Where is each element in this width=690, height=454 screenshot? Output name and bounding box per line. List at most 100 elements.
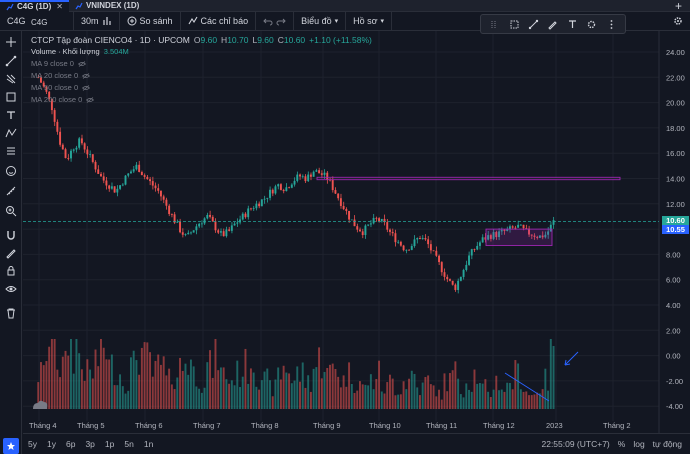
volume-bar — [244, 348, 247, 409]
log-toggle[interactable]: log — [633, 439, 645, 449]
text-icon[interactable] — [567, 19, 578, 30]
chart-type-button[interactable]: Biểu đồ ▾ — [294, 11, 347, 31]
volume-trend-line[interactable] — [504, 372, 550, 402]
eye-off-icon[interactable] — [82, 72, 91, 79]
x-tick-label: Tháng 10 — [369, 421, 401, 430]
add-tab-icon[interactable]: + — [674, 0, 682, 13]
arrow-annotation[interactable] — [564, 351, 579, 366]
indicators-button[interactable]: Các chỉ báo — [181, 11, 257, 31]
x-tick-label: Tháng 5 — [77, 421, 105, 430]
eye-off-icon[interactable] — [86, 96, 95, 103]
volume-indicator-row[interactable]: Volume · Khối lượng 3.504M — [31, 47, 129, 56]
volume-bar — [462, 397, 465, 409]
magnet-icon[interactable] — [5, 229, 17, 241]
profile-button[interactable]: Hồ sơ ▾ — [346, 11, 393, 31]
range-6m[interactable]: 6p — [65, 439, 76, 449]
volume-bar — [440, 399, 443, 409]
clock[interactable]: 22:55:09 (UTC+7) — [541, 439, 610, 449]
range-5d[interactable]: 5n — [124, 439, 134, 449]
candle-body — [397, 241, 400, 243]
measure-icon[interactable] — [5, 145, 17, 157]
volume-bar — [260, 380, 263, 409]
bottom-right-controls: 22:55:09 (UTC+7) % log tự động — [541, 439, 690, 449]
ma-row-200[interactable]: MA 200 close 0 — [31, 95, 95, 104]
rectangle-icon[interactable] — [5, 91, 17, 103]
candle-body — [498, 231, 500, 238]
arrow-head — [564, 359, 571, 366]
trend-line-icon[interactable] — [5, 55, 17, 67]
zoom-in-icon[interactable] — [5, 205, 17, 217]
range-1y[interactable]: 1y — [46, 439, 56, 449]
eye-off-icon[interactable] — [77, 60, 86, 67]
eye-icon[interactable] — [5, 283, 17, 295]
candle-body — [495, 232, 498, 238]
resistance-line[interactable] — [316, 176, 621, 181]
gear-icon[interactable] — [673, 16, 683, 26]
brush-icon[interactable] — [547, 19, 558, 30]
ma-row-50[interactable]: MA 50 close 0 — [31, 83, 91, 92]
candle-body — [61, 144, 64, 150]
percent-toggle[interactable]: % — [617, 439, 626, 449]
range-5y[interactable]: 5y — [28, 439, 37, 449]
drag-handle-icon[interactable] — [489, 19, 500, 30]
chart-canvas[interactable]: 24.0022.0020.0018.0016.0014.0012.0010.00… — [23, 31, 689, 433]
candle-body — [86, 149, 89, 155]
candle-body — [383, 218, 386, 223]
emoji-icon[interactable] — [5, 165, 17, 177]
x-tick-label: Tháng 6 — [135, 421, 163, 430]
close-icon[interactable]: ✕ — [56, 2, 63, 11]
pattern-icon[interactable] — [5, 127, 17, 139]
legend-title[interactable]: CTCP Tập đoàn CIENCO4 · 1D · UPCOM — [31, 35, 190, 45]
candle-body — [361, 231, 364, 236]
candle-body — [119, 185, 122, 189]
undo-button[interactable] — [256, 11, 295, 31]
candle-body — [132, 169, 135, 172]
gear-icon[interactable] — [586, 19, 597, 30]
cloud-icon[interactable] — [33, 400, 48, 409]
candle-body — [135, 164, 138, 170]
volume-bar — [350, 383, 353, 409]
text-icon[interactable] — [5, 109, 17, 121]
tab-vnindex[interactable]: VNINDEX (1D) — [69, 0, 145, 12]
pencil-lock-icon[interactable] — [5, 247, 17, 259]
y-tick-label: 24.00 — [666, 48, 685, 57]
volume-bar — [353, 393, 356, 409]
ma-label: MA 50 close 0 — [31, 83, 79, 92]
candle-body — [233, 223, 236, 226]
chart-type-label: Biểu đồ — [301, 16, 332, 26]
ruler-icon[interactable] — [5, 185, 17, 197]
volume-bar — [225, 379, 228, 409]
candle-body — [519, 224, 522, 226]
volume-bar — [40, 362, 42, 409]
volume-bar — [454, 361, 457, 409]
pitchfork-icon[interactable] — [5, 73, 17, 85]
compare-button[interactable]: So sánh — [120, 11, 181, 31]
range-3m[interactable]: 3p — [85, 439, 95, 449]
lock-icon[interactable] — [5, 265, 17, 277]
select-box-icon[interactable] — [509, 19, 520, 30]
ma-row-20[interactable]: MA 20 close 0 — [31, 71, 91, 80]
candle-body — [168, 205, 171, 215]
tab-c4g[interactable]: C4G (1D) ✕ — [0, 0, 69, 12]
crosshair-icon[interactable] — [5, 36, 17, 48]
symbol-search-button[interactable]: C4G — [0, 11, 74, 31]
x-tick-label: Tháng 2 — [603, 421, 631, 430]
range-1m[interactable]: 1p — [104, 439, 115, 449]
auto-toggle[interactable]: tự động — [652, 439, 682, 449]
volume-bar — [356, 390, 359, 409]
trash-icon[interactable] — [5, 307, 17, 319]
redo-icon[interactable] — [276, 16, 286, 26]
object-tree-button[interactable] — [3, 438, 19, 454]
candle-body — [296, 174, 299, 181]
volume-bar — [348, 362, 351, 409]
candle-body — [318, 170, 321, 174]
trend-line-icon[interactable] — [528, 19, 539, 30]
candle-body — [72, 149, 75, 151]
range-1d[interactable]: 1n — [143, 439, 154, 449]
more-icon[interactable] — [606, 19, 617, 30]
ma-row-9[interactable]: MA 9 close 0 — [31, 59, 86, 68]
price-chart[interactable]: 24.0022.0020.0018.0016.0014.0012.0010.00… — [23, 31, 689, 433]
eye-off-icon[interactable] — [82, 84, 91, 91]
interval-button[interactable]: 30m — [74, 11, 120, 31]
consolidation-box[interactable] — [485, 228, 553, 246]
